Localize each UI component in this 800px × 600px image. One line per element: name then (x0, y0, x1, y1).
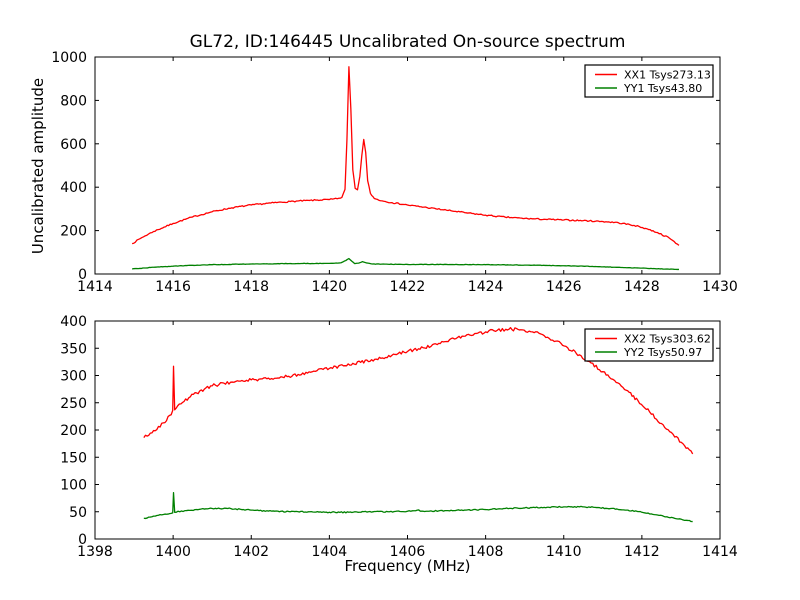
y-tick-label: 600 (60, 137, 87, 153)
y-tick-label: 350 (60, 341, 87, 357)
series-line-YY1 (131, 257, 679, 271)
y-tick-label: 400 (60, 314, 87, 330)
x-tick-label: 1414 (702, 544, 738, 560)
x-tick-label: 1416 (155, 279, 191, 295)
y-tick-label: 50 (69, 505, 87, 521)
x-tick-label: 1422 (390, 279, 426, 295)
y-tick-label: 0 (78, 267, 87, 283)
x-tick-label: 1402 (233, 544, 269, 560)
legend-entry-label: XX1 Tsys273.13 (624, 69, 711, 82)
subplot-top-spectrum: 1414 1416 1418 1420 1422 1424 1426 1428 1430 0 200… (51, 50, 737, 295)
y-tick-label: 100 (60, 478, 87, 494)
series-line-XX1 (131, 66, 680, 246)
x-tick-label: 1398 (77, 544, 113, 560)
x-tick-label: 1418 (233, 279, 269, 295)
x-tick-label: 1408 (468, 544, 504, 560)
y-tick-label: 300 (60, 369, 87, 385)
y-tick-label: 400 (60, 180, 87, 196)
legend-entry-label: YY1 Tsys43.80 (623, 82, 702, 95)
legend-entry-label: YY2 Tsys50.97 (623, 346, 702, 359)
y-tick-label: 150 (60, 450, 87, 466)
x-tick-label: 1430 (702, 279, 738, 295)
x-tick-label: 1406 (390, 544, 426, 560)
x-tick-label: 1414 (77, 279, 113, 295)
series-line-XX2 (143, 326, 694, 455)
y-tick-label: 800 (60, 93, 87, 109)
x-tick-label: 1428 (624, 279, 660, 295)
plot-frame (94, 320, 721, 540)
y-tick-label: 200 (60, 224, 87, 240)
x-tick-label: 1424 (468, 279, 504, 295)
y-tick-label: 200 (60, 423, 87, 439)
x-tick-label: 1404 (312, 544, 348, 560)
figure-title: GL72, ID:146445 Uncalibrated On-source s… (189, 32, 626, 52)
plot-frame (94, 56, 721, 275)
legend-entry-label: XX2 Tsys303.62 (624, 333, 711, 346)
x-axis-label: Frequency (MHz) (344, 557, 471, 575)
subplot-bottom-spectrum: 1398 1400 1402 1404 1406 1408 1410 1412 1414 0 50 1… (60, 314, 738, 560)
y-tick-label: 1000 (51, 50, 87, 66)
y-tick-label: 250 (60, 396, 87, 412)
y-tick-label: 0 (78, 532, 87, 548)
x-tick-label: 1420 (312, 279, 348, 295)
x-tick-label: 1400 (155, 544, 191, 560)
x-tick-label: 1412 (624, 544, 660, 560)
series-line-YY2 (143, 492, 693, 523)
x-tick-label: 1410 (546, 544, 582, 560)
x-tick-label: 1426 (546, 279, 582, 295)
